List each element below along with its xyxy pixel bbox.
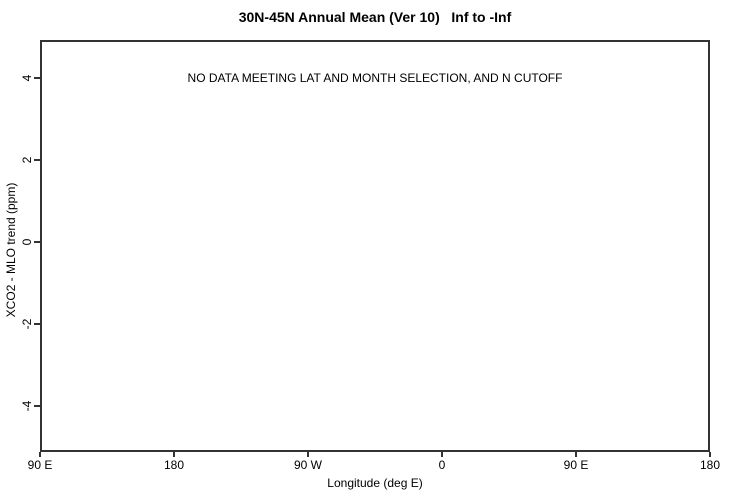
x-tick-label: 90 E: [27, 458, 53, 472]
x-tick-label: 90 W: [293, 458, 323, 472]
x-tick-mark: [709, 452, 711, 457]
x-tick-mark: [575, 452, 577, 457]
y-tick-mark: [34, 77, 40, 79]
x-tick-label: 90 E: [563, 458, 589, 472]
y-tick-mark: [34, 241, 40, 243]
x-axis-label: Longitude (deg E): [327, 476, 423, 490]
x-tick-label: 0: [438, 458, 446, 472]
x-tick-label: 180: [699, 458, 721, 472]
chart-title: 30N-45N Annual Mean (Ver 10) Inf to -Inf: [238, 9, 512, 25]
x-tick-mark: [441, 452, 443, 457]
y-tick-label: -4: [20, 400, 34, 412]
x-tick-mark: [307, 452, 309, 457]
y-tick-label: 4: [20, 74, 34, 82]
y-tick-label: -2: [20, 318, 34, 330]
y-tick-mark: [34, 405, 40, 407]
y-tick-label: 2: [20, 156, 34, 164]
x-tick-mark: [173, 452, 175, 457]
x-tick-mark: [39, 452, 41, 457]
y-axis-label: XCO2 - MLO trend (ppm): [4, 182, 18, 318]
y-tick-mark: [34, 323, 40, 325]
y-tick-mark: [34, 159, 40, 161]
y-tick-label: 0: [20, 238, 34, 246]
plot-area: NO DATA MEETING LAT AND MONTH SELECTION,…: [40, 40, 710, 452]
x-tick-label: 180: [163, 458, 185, 472]
no-data-annotation: NO DATA MEETING LAT AND MONTH SELECTION,…: [187, 71, 563, 85]
